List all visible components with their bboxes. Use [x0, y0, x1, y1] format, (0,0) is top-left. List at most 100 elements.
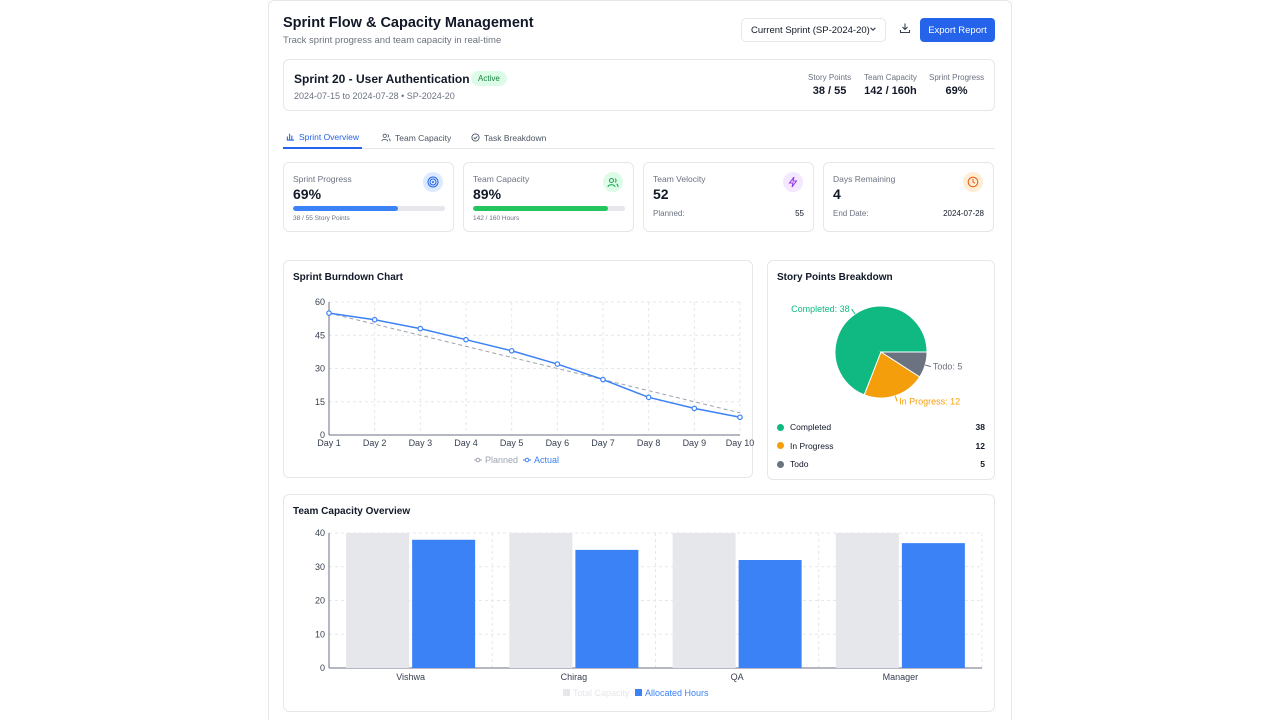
x-tick-label: Day 8	[637, 438, 661, 448]
pie-slice-label: In Progress: 12	[899, 396, 960, 406]
tab-label: Team Capacity	[395, 133, 452, 143]
story-points-card: Story Points Breakdown Completed: 38 In P…	[767, 260, 995, 480]
sprint-name: Sprint 20 - User Authentication	[294, 72, 470, 86]
x-tick-label: Day 4	[454, 438, 478, 448]
y-tick-label: 45	[315, 330, 325, 340]
y-tick-label: 60	[315, 297, 325, 307]
y-tick-label: 0	[320, 430, 325, 440]
lightning-icon	[783, 172, 803, 192]
clock-icon	[963, 172, 983, 192]
series-line-actual	[328, 312, 741, 419]
x-tick-label: Vishwa	[396, 672, 425, 682]
metric-row-value: 2024-07-28	[943, 209, 984, 218]
pie-slice-todo	[879, 351, 928, 378]
burndown-chart-card: Sprint Burndown Chart 0 15 30 45 60 Day 1 Day …	[283, 260, 754, 478]
stat-sprint-progress: Sprint Progress 69%	[929, 73, 984, 97]
legend-value: 5	[980, 459, 985, 469]
data-point	[326, 310, 332, 316]
tab-bar: Sprint Overview Team Capacity Task Break…	[283, 127, 995, 149]
legend-item-allocated-hours: Allocated Hours	[635, 688, 709, 698]
legend-label: Completed	[790, 422, 832, 432]
legend-item-planned: Planned	[474, 455, 518, 465]
legend-marker	[635, 689, 642, 696]
metric-subtext: 38 / 55 Story Points	[293, 215, 350, 222]
x-tick-label: Chirag	[561, 672, 588, 682]
x-tick-label: Day 10	[726, 438, 754, 448]
x-tick-label: Day 5	[500, 438, 524, 448]
pie-label-line	[851, 308, 856, 315]
download-icon	[899, 21, 911, 39]
legend-row-in-progress: In Progress 12	[777, 441, 985, 451]
metric-card-team-capacity: Team Capacity 89% 142 / 160 Hours	[463, 162, 634, 232]
metric-value: 4	[833, 186, 841, 202]
metric-row-value: 55	[795, 209, 804, 218]
metric-card-sprint-progress: Sprint Progress 69% 38 / 55 Story Points	[283, 162, 454, 232]
data-point	[691, 405, 698, 412]
bar-total-capacity	[672, 533, 736, 668]
metric-label: Sprint Progress	[293, 174, 352, 184]
status-badge: Active	[471, 71, 507, 86]
page-subtitle: Track sprint progress and team capacity …	[283, 35, 502, 46]
users-icon	[603, 172, 623, 192]
stat-label: Sprint Progress	[929, 73, 985, 82]
download-button[interactable]	[894, 18, 916, 42]
legend-value: 12	[975, 440, 985, 451]
chart-title: Story Points Breakdown	[777, 272, 893, 283]
bar-total-capacity	[835, 533, 899, 668]
tab-task-breakdown[interactable]: Task Breakdown	[468, 127, 549, 149]
metric-row: Planned: 55	[653, 209, 804, 218]
x-tick-label: QA	[731, 672, 744, 682]
metric-value: 52	[653, 186, 669, 202]
legend-marker	[563, 689, 570, 696]
series-line-planned	[328, 312, 741, 414]
metric-card-days-remaining: Days Remaining 4 End Date: 2024-07-28	[823, 162, 994, 232]
legend-value: 38	[975, 422, 985, 432]
data-point	[463, 336, 469, 343]
progress-bar-fill	[293, 206, 398, 211]
metric-label: Days Remaining	[833, 174, 896, 184]
metric-row-label: Planned:	[653, 209, 685, 218]
data-point	[737, 414, 743, 421]
bar-total-capacity	[346, 533, 410, 668]
metric-label: Team Velocity	[653, 174, 706, 184]
bar-allocated-hours	[412, 539, 476, 668]
legend-label: Todo	[790, 459, 809, 469]
x-tick-label: Day 6	[546, 438, 570, 448]
legend-marker-dot	[475, 457, 481, 463]
bar-allocated-hours	[738, 560, 802, 668]
users-icon	[381, 133, 391, 144]
capacity-bar-fill	[473, 206, 609, 211]
bar-chart-icon	[286, 132, 295, 143]
metric-value: 89%	[473, 186, 502, 202]
legend-row-todo: Todo 5	[777, 459, 985, 469]
legend-dot	[777, 442, 784, 449]
capacity-bar	[473, 206, 625, 211]
legend-label: In Progress	[790, 440, 834, 451]
pie-label-line	[924, 364, 932, 368]
tab-sprint-overview[interactable]: Sprint Overview	[283, 127, 362, 149]
stat-value: 69%	[945, 85, 968, 97]
burndown-chart: 0 15 30 45 60 Day 1 Day 2 Day 3 Day 4 Day 5 Day 6 D…	[315, 297, 754, 465]
stat-label: Story Points	[808, 73, 852, 82]
x-tick-label: Day 2	[363, 438, 387, 448]
legend-dot	[777, 423, 784, 431]
metric-row-label: End Date:	[833, 209, 869, 218]
team-capacity-bar-chart: 0 10 20 30 40 Vishwa Chirag QA Manager Total Capa…	[315, 528, 983, 698]
pie-label-line	[894, 395, 898, 402]
stat-story-points: Story Points 38 / 55	[808, 73, 851, 97]
y-tick-label: 20	[315, 596, 325, 606]
metric-row: End Date: 2024-07-28	[833, 209, 984, 218]
legend-item-total-capacity: Total Capacity	[563, 688, 630, 698]
export-report-button[interactable]: Export Report	[920, 18, 995, 42]
team-capacity-card: Team Capacity Overview 0 10 20 30 40 Vishwa Ch…	[283, 494, 995, 712]
y-tick-label: 40	[315, 528, 325, 538]
chart-title: Sprint Burndown Chart	[293, 272, 403, 283]
sprint-select[interactable]: Current Sprint (SP-2024-20)	[741, 18, 886, 42]
legend-label: Actual	[534, 455, 559, 465]
check-circle-icon	[471, 132, 480, 144]
bar-total-capacity	[509, 533, 573, 668]
tab-team-capacity[interactable]: Team Capacity	[378, 127, 454, 149]
legend-label: Total Capacity	[573, 688, 630, 698]
progress-bar	[293, 206, 445, 211]
sprint-select-value: Current Sprint (SP-2024-20)	[751, 24, 870, 36]
